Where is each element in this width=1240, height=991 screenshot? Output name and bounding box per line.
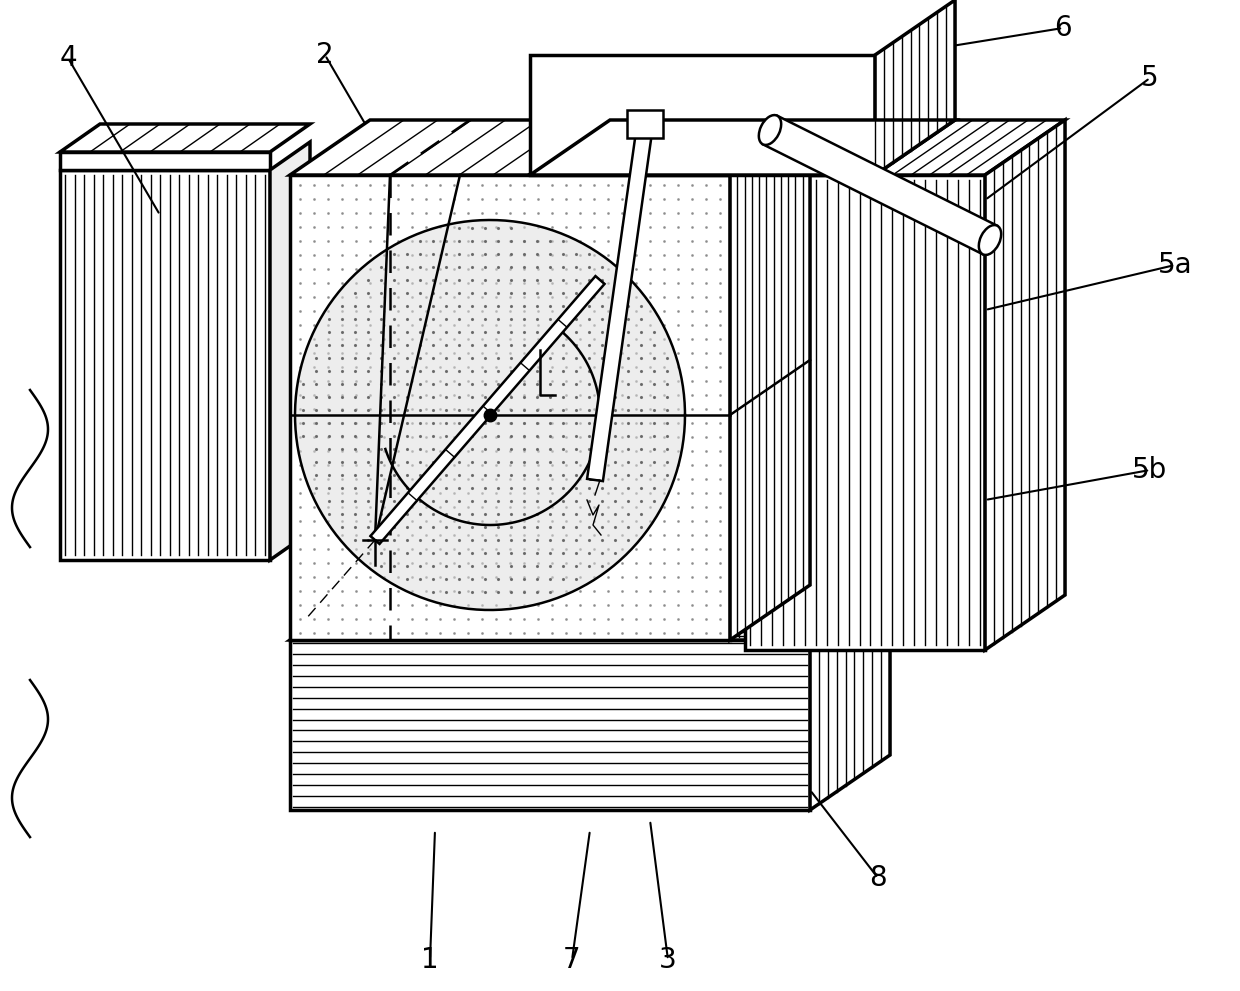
Bar [627, 110, 663, 138]
Polygon shape [875, 0, 955, 175]
Polygon shape [587, 124, 653, 481]
Polygon shape [529, 120, 955, 175]
Polygon shape [371, 276, 605, 544]
Ellipse shape [978, 225, 1001, 255]
Bar [290, 640, 810, 810]
Bar [290, 175, 730, 640]
Bar [60, 170, 270, 560]
Polygon shape [985, 120, 1065, 650]
Text: 1: 1 [422, 946, 439, 974]
Text: 5: 5 [1141, 64, 1159, 92]
Polygon shape [745, 120, 1065, 175]
Text: 5b: 5b [1132, 456, 1168, 484]
Circle shape [295, 220, 684, 610]
Polygon shape [290, 585, 890, 640]
Polygon shape [60, 124, 310, 152]
Text: 5a: 5a [1158, 251, 1193, 279]
Bar [529, 55, 875, 175]
Text: 4: 4 [60, 44, 77, 72]
Text: 8: 8 [869, 864, 887, 892]
Polygon shape [730, 120, 810, 640]
Bar [60, 152, 270, 170]
Ellipse shape [759, 115, 781, 145]
Text: 6: 6 [1054, 14, 1071, 42]
Polygon shape [270, 142, 310, 560]
Polygon shape [763, 116, 997, 255]
Polygon shape [290, 120, 810, 175]
Text: 7: 7 [563, 946, 580, 974]
Bar [745, 175, 985, 650]
Polygon shape [810, 585, 890, 810]
Text: 2: 2 [316, 41, 334, 69]
Text: 3: 3 [660, 946, 677, 974]
